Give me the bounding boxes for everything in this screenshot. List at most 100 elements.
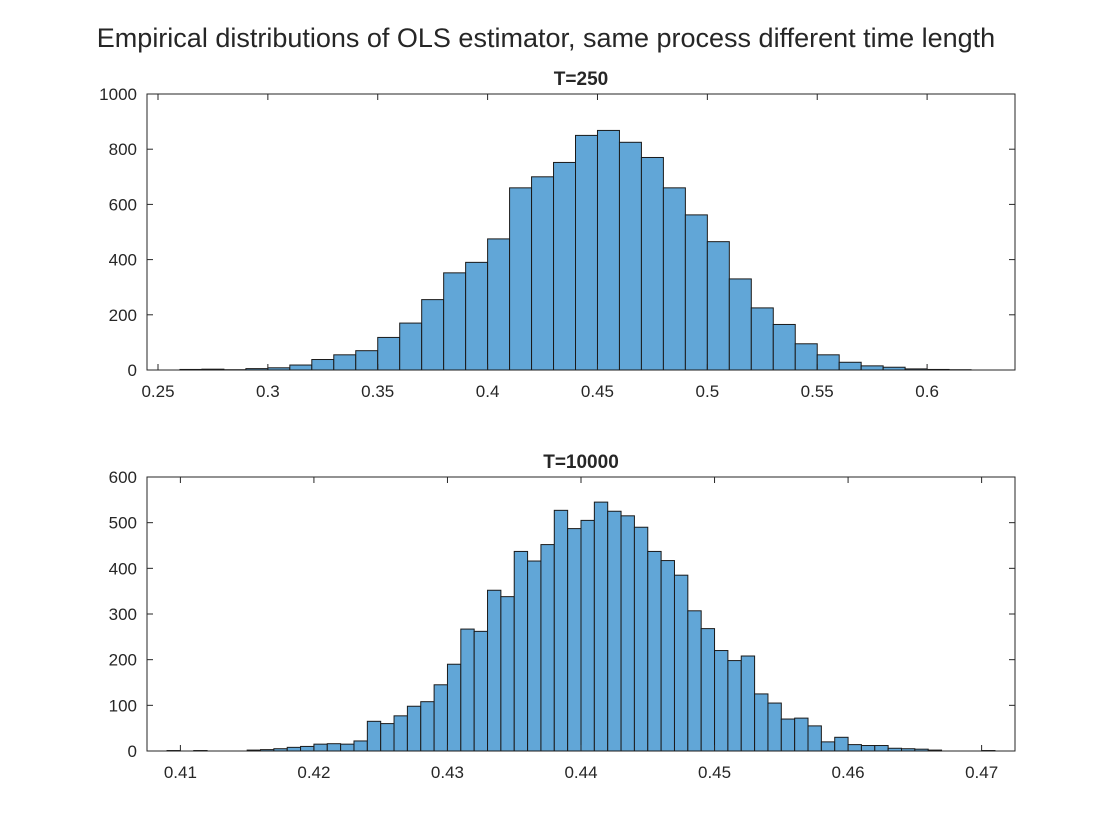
histogram-bar [406,705,422,752]
y-tick-label: 500 [109,514,137,533]
histogram-bar [926,368,950,371]
histogram-bar [245,368,269,371]
histogram-bar [647,550,662,752]
histogram-bar [834,736,849,752]
histogram-bar [420,701,435,752]
histogram-bar [179,368,203,371]
histogram-bar [421,299,445,371]
histogram-bar [780,718,796,752]
x-tick-label: 0.41 [164,763,197,782]
histogram-bar [267,367,291,371]
histogram-bar [340,743,355,752]
histogram-bar [860,365,884,371]
histogram-bar [553,509,569,752]
x-tick-label: 0.6 [915,382,939,401]
histogram-bar [750,307,774,371]
histogram-bar [355,350,379,371]
histogram-bar [465,261,489,371]
histogram-bar [540,544,555,752]
histogram-bar [727,660,742,752]
histogram-bar [487,589,502,752]
histogram-bar [618,141,642,371]
histogram-bar [446,663,462,752]
histogram-bar [473,630,489,752]
histogram-bar [794,717,809,752]
histogram-bar [882,366,906,371]
histogram-bar [900,748,916,752]
histogram-bar [700,628,716,752]
histogram-bar [201,368,225,371]
histogram-bar [567,528,582,752]
histogram-bar [313,743,328,752]
histogram-bar [300,745,315,752]
histogram-bar [927,749,943,752]
histogram-bar [527,560,542,752]
axes-title: T=10000 [543,452,619,473]
histogram-bar [847,744,862,752]
x-tick-label: 0.25 [141,382,174,401]
histogram-bar [754,693,769,752]
histogram-bar [820,741,836,752]
histogram-bar [607,510,622,752]
histogram-bar [673,574,689,752]
y-tick-label: 300 [109,605,137,624]
figure-title: Empirical distributions of OLS estimator… [97,23,995,53]
histogram-bar [575,134,598,371]
histogram-bar [662,187,686,371]
histogram-bar [286,746,302,752]
histogram-bar [860,745,876,752]
histogram-bar [684,214,708,371]
histogram-bar [487,238,511,371]
histogram-bar [767,702,782,752]
histogram-bar [380,723,395,752]
x-tick-label: 0.45 [581,382,614,401]
histogram-bar [772,323,796,371]
axes-title: T=250 [554,69,608,90]
histogram-bar [728,278,752,371]
y-tick-label: 600 [109,195,137,214]
x-tick-label: 0.43 [431,763,464,782]
histogram-bar [273,748,288,752]
histogram-bar [640,156,664,371]
histogram-bar [904,368,928,371]
histogram-bar [740,655,756,752]
histogram-bar [433,684,448,752]
histogram-bar [714,650,729,752]
histogram-bar [246,749,262,752]
histogram-bar [794,343,818,371]
histogram-bar [393,715,408,752]
histogram-bar [289,364,313,371]
x-tick-label: 0.5 [696,382,720,401]
histogram-bar [660,560,675,752]
histogram-bar [914,748,929,752]
x-tick-label: 0.42 [297,763,330,782]
x-tick-label: 0.44 [564,763,597,782]
histogram-bar [366,720,382,752]
histogram-bar [838,361,862,371]
x-tick-label: 0.45 [698,763,731,782]
histogram-bar [500,596,515,752]
histogram-t250: T=250 0.25 0.3 0.35 0.4 0.45 0.5 0.55 0.6 0 200 400… [99,69,1016,401]
y-tick-label: 0 [128,742,137,761]
histogram-bar [509,187,533,371]
histogram-bar [620,515,635,752]
histogram-bar [311,359,335,371]
histogram-bar [633,526,649,752]
histogram-bar [593,501,609,752]
histogram-bar [874,745,889,752]
histogram-bar [353,740,368,752]
histogram-t10000: T=10000 0.41 0.42 0.43 0.44 0.45 0.46 0.47 0 100 2… [109,452,1016,782]
histogram-bar [553,161,577,371]
x-tick-label: 0.35 [361,382,394,401]
histogram-bar [580,519,595,752]
x-tick-label: 0.4 [476,382,500,401]
histogram-bar [513,550,529,752]
histogram-bar [260,749,275,752]
histogram-bar [596,129,620,371]
histogram-bar [333,354,357,371]
histogram-bar [887,747,902,752]
x-tick-label: 0.55 [801,382,834,401]
x-tick-label: 0.46 [832,763,865,782]
histogram-bar [687,610,702,752]
